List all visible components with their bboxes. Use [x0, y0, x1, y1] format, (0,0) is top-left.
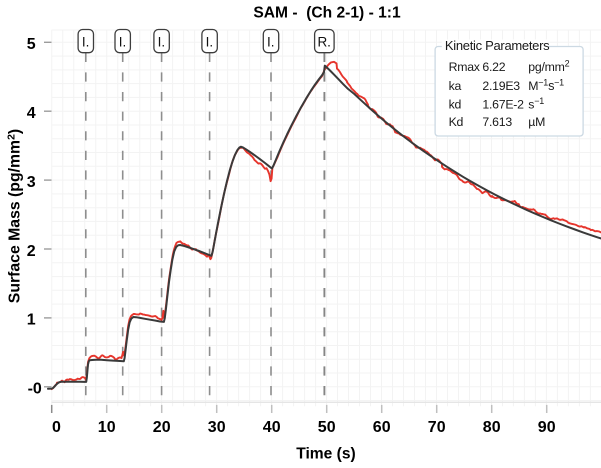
svg-text:I.: I.	[206, 34, 214, 49]
svg-text:2.19E3: 2.19E3	[482, 79, 520, 93]
svg-text:70: 70	[428, 419, 446, 436]
svg-text:I.: I.	[267, 34, 275, 49]
svg-text:20: 20	[153, 419, 171, 436]
svg-text:5: 5	[27, 36, 36, 53]
svg-text:0: 0	[52, 419, 61, 436]
svg-text:µM: µM	[528, 115, 545, 129]
svg-text:6.22: 6.22	[482, 60, 505, 74]
svg-text:60: 60	[373, 419, 391, 436]
svg-text:Kinetic Parameters: Kinetic Parameters	[445, 38, 550, 53]
svg-text:Rmax: Rmax	[449, 60, 481, 74]
svg-text:40: 40	[263, 419, 281, 436]
svg-text:ka: ka	[449, 79, 462, 93]
svg-text:1.67E-2: 1.67E-2	[482, 97, 524, 111]
svg-text:80: 80	[483, 419, 501, 436]
svg-text:50: 50	[318, 419, 336, 436]
svg-text:10: 10	[98, 419, 116, 436]
svg-text:Kd: Kd	[449, 115, 464, 129]
svg-text:90: 90	[538, 419, 556, 436]
svg-text:30: 30	[208, 419, 226, 436]
svg-text:2: 2	[27, 243, 36, 260]
svg-text:3: 3	[27, 174, 36, 191]
svg-text:Time (s): Time (s)	[296, 446, 356, 463]
svg-text:pg/mm2: pg/mm2	[528, 59, 569, 75]
svg-text:-0: -0	[28, 381, 42, 398]
svg-text:Surface Mass (pg/mm2): Surface Mass (pg/mm2)	[6, 129, 24, 303]
svg-text:I.: I.	[158, 34, 166, 49]
svg-text:I.: I.	[82, 34, 90, 49]
svg-text:1: 1	[27, 312, 36, 329]
svg-text:I.: I.	[119, 34, 127, 49]
svg-text:7.613: 7.613	[482, 115, 512, 129]
svg-text:R.: R.	[317, 34, 331, 49]
svg-text:4: 4	[27, 105, 36, 122]
svg-text:kd: kd	[449, 97, 462, 111]
svg-text:SAM - (Ch 2-1) - 1:1: SAM - (Ch 2-1) - 1:1	[253, 5, 401, 22]
